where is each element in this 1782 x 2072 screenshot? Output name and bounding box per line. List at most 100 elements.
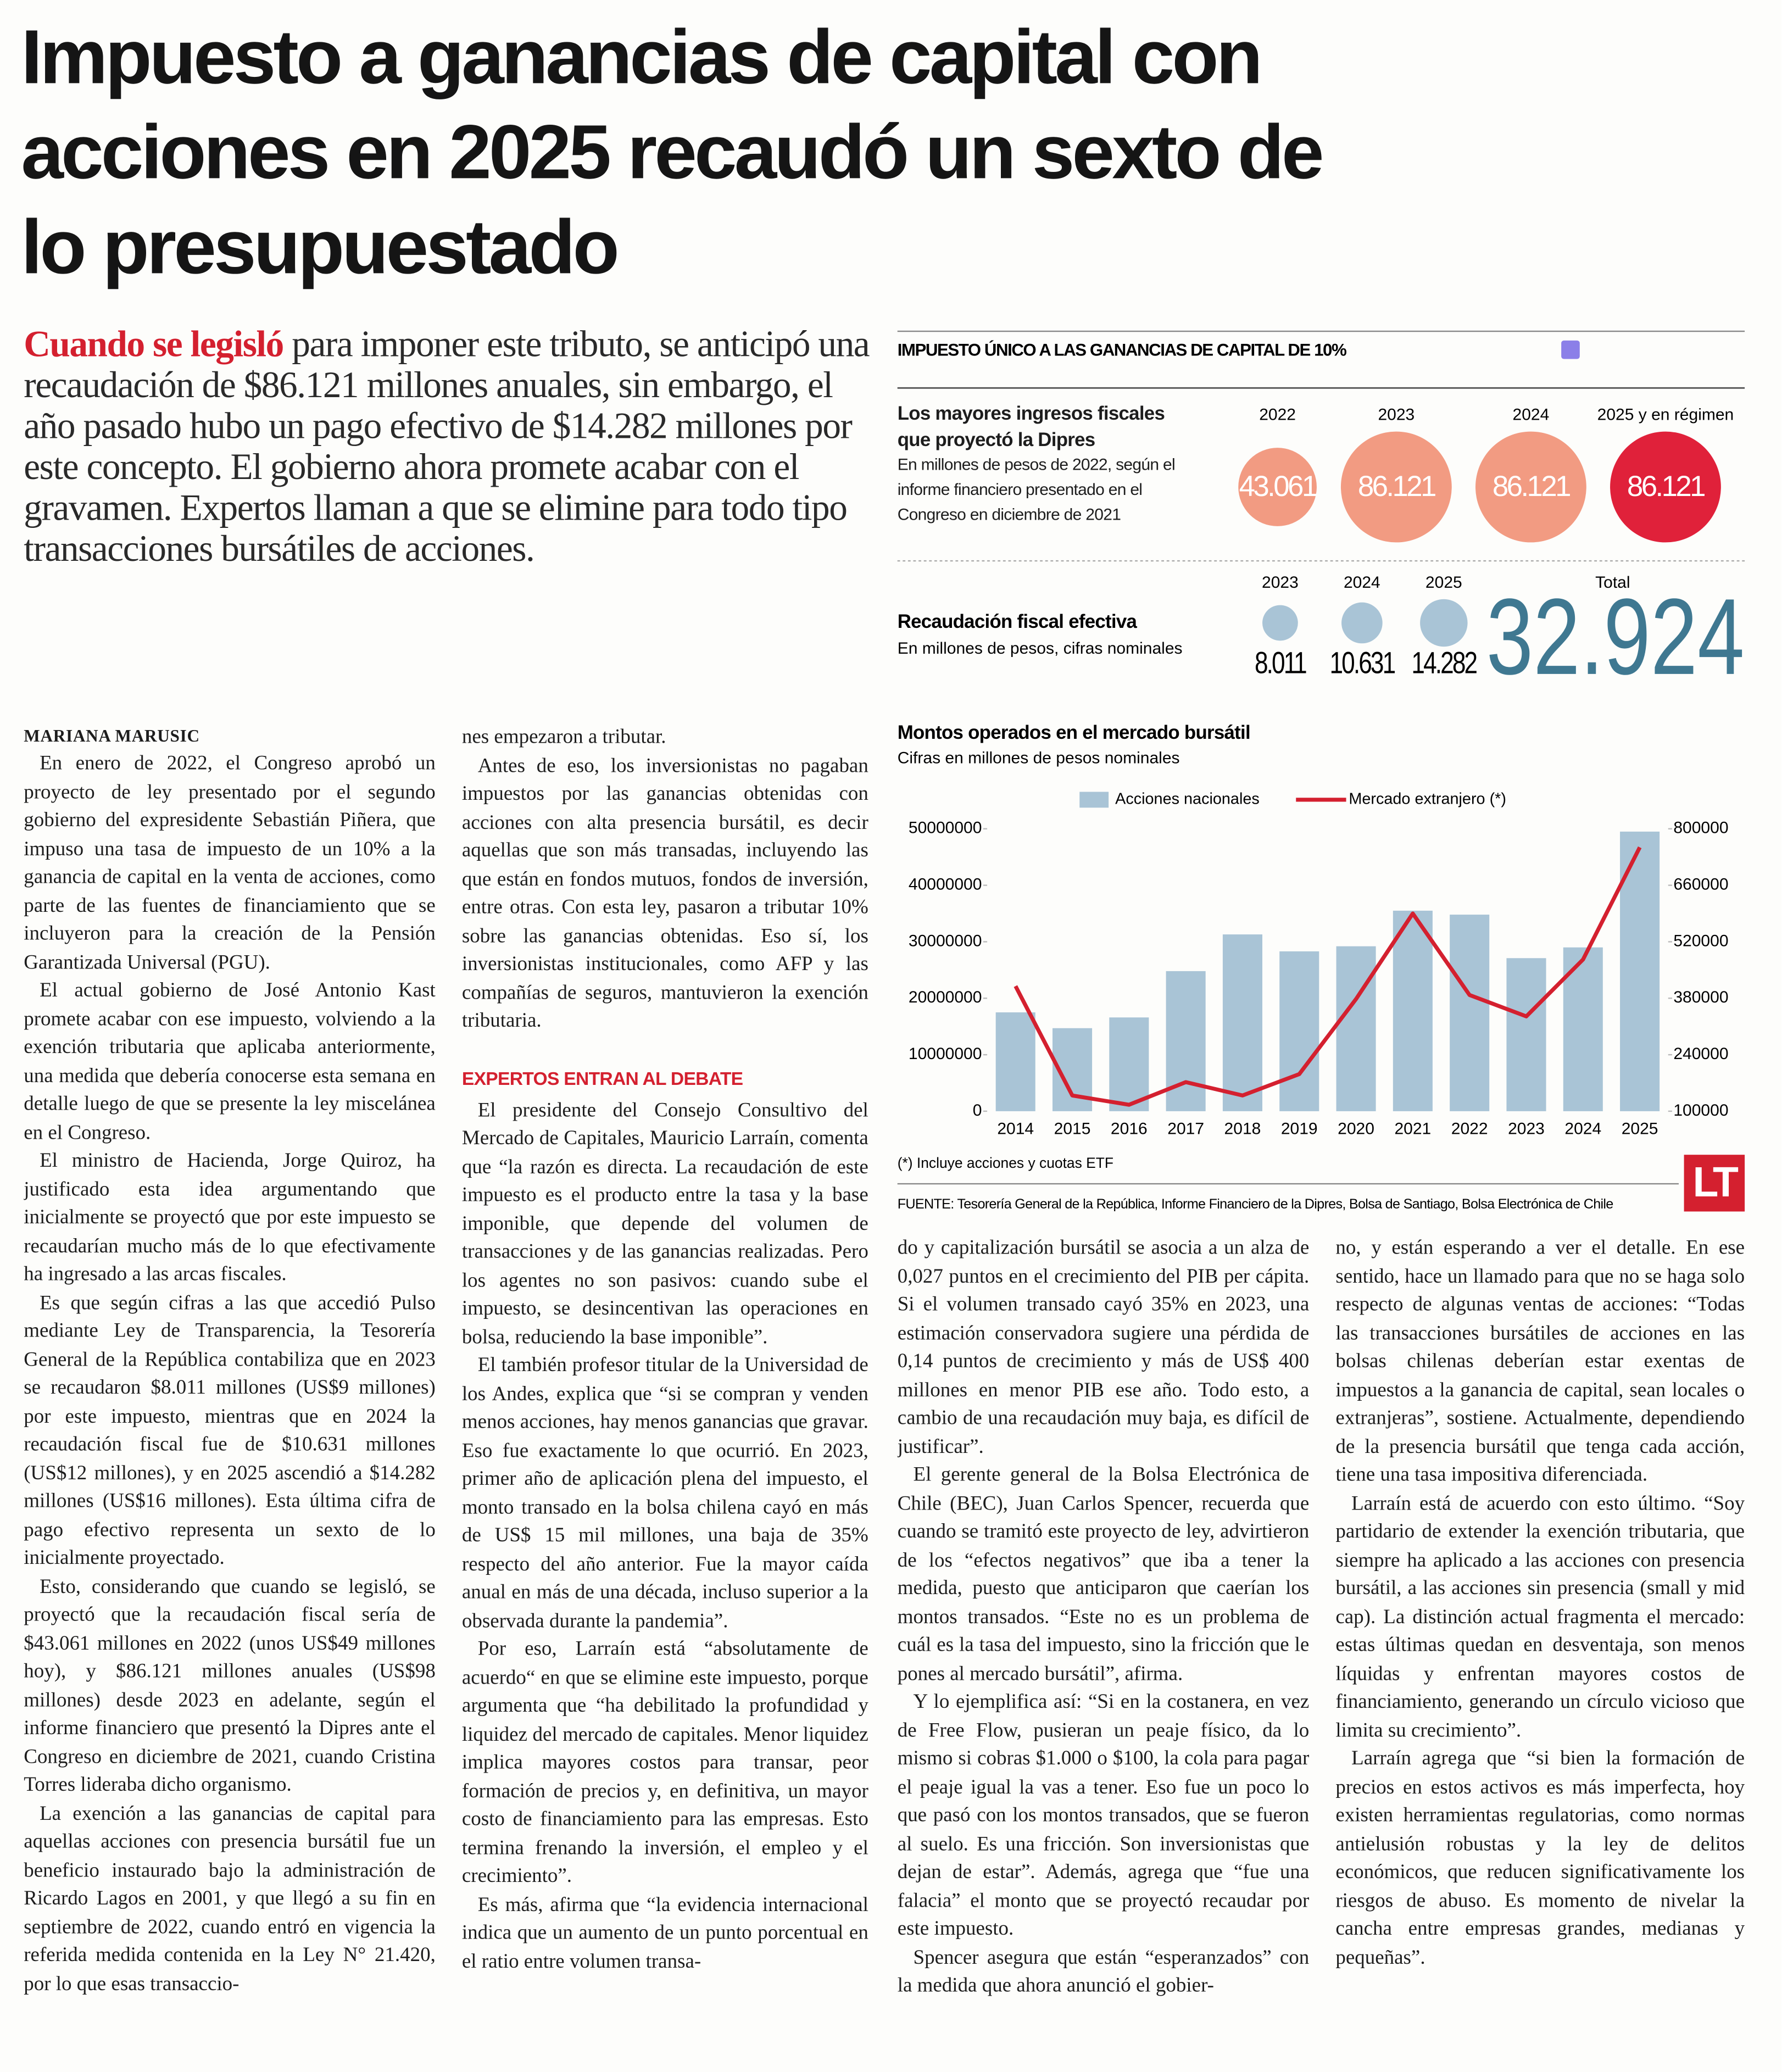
paragraph: Por eso, Larraín está “absolutamente de … [461,1637,868,1887]
bubble-label: 14.282 [1411,646,1477,680]
x-tick-label: 2024 [1564,1119,1601,1138]
paragraph: El gerente general de la Bolsa Electróni… [897,1463,1310,1685]
bar [1279,951,1319,1111]
projected-title: Los mayores ingresos fiscales que proyec… [897,404,1165,452]
paragraph: Antes de eso, los inversionistas no paga… [461,754,868,1032]
bar [1620,831,1660,1111]
chart-title: Montos operados en el mercado bursátil [898,722,1250,743]
y-tick-label: 20000000 [909,988,982,1006]
paragraph: Larraín está de acuerdo con esto último.… [1335,1492,1745,1742]
logo-box [1684,1155,1745,1212]
y2-tick-label: 800000 [1673,819,1728,837]
bubble [1341,602,1383,644]
x-tick-label: 2020 [1338,1119,1374,1138]
paragraph: El actual gobierno de José Antonio Kast … [24,979,436,1144]
x-tick-label: 2023 [1508,1119,1545,1138]
y2-tick-label: 380000 [1673,988,1728,1006]
paragraph: no, y están esperando a ver el detalle. … [1335,1236,1745,1486]
bar [1336,946,1376,1111]
x-tick-label: 2021 [1394,1119,1431,1138]
year-label: 2025 y en régimen [1597,406,1734,424]
x-tick-label: 2014 [997,1119,1034,1138]
bar [995,1012,1035,1111]
paragraph: Larraín agrega que “si bien la formación… [1335,1747,1745,1969]
bubble [1238,448,1317,526]
column: do y capitalización bursátil se asocia a… [898,1234,1310,2032]
bubble-label: 43.061 [1239,470,1317,503]
x-tick-label: 2019 [1281,1119,1318,1138]
y-tick-label: 0 [973,1101,982,1119]
infographic-header: IMPUESTO ÚNICO A LAS GANANCIAS DE CAPITA… [898,339,1346,359]
logo: LT [1693,1158,1739,1206]
icon [1561,340,1580,359]
effective-subtitle: En millones de pesos, cifras nominales [898,639,1183,658]
x-tick-label: 2015 [1054,1119,1091,1138]
headline: Impuesto a ganancias de capital con acci… [21,14,1324,291]
bar [1506,958,1546,1111]
x-tick-label: 2017 [1167,1119,1204,1138]
byline: MARIANA MARUSIC [24,726,200,746]
lede-text: para imponer este tributo, se anticipó u… [24,325,870,570]
bubble [1475,431,1586,543]
bubble-label: 8.011 [1255,646,1306,680]
chart-note: (*) Incluye acciones y cuotas ETF [898,1155,1113,1171]
x-tick-label: 2022 [1451,1119,1488,1138]
bubble-label: 86.121 [1358,470,1435,503]
year-label: 2023 [1378,406,1415,424]
x-tick-label: 2018 [1224,1119,1261,1138]
line [1013,846,1642,1107]
bar [1166,971,1206,1111]
infographic: IMPUESTO ÚNICO A LAS GANANCIAS DE CAPITA… [898,330,1745,1212]
bubble [1262,605,1298,641]
y-tick-label: 50000000 [909,819,982,837]
y2-tick-label: 100000 [1673,1101,1728,1119]
bubble [1340,431,1452,543]
year-label: 2024 [1513,406,1550,424]
effective-title: Recaudación fiscal efectiva [898,611,1138,632]
year-label: 2024 [1344,573,1380,592]
legend-label: Mercado extranjero (*) [1349,790,1506,808]
bar [1450,915,1490,1111]
bubble [1610,431,1721,543]
bar [1222,934,1262,1111]
paragraph: El ministro de Hacienda, Jorge Quiroz, h… [24,1149,436,1286]
paragraph: Es más, afirma que “la evidencia interna… [461,1893,868,1973]
paragraph: Es que según cifras a las que accedió Pu… [24,1291,436,1569]
projected-subtitle: En millones de pesos de 2022, según el i… [897,455,1176,524]
paragraph: En enero de 2022, el Congreso aprobó un … [24,752,436,973]
x-tick-label: 2025 [1622,1119,1658,1138]
paragraph: Spencer asegura que están “esperanzados”… [897,1946,1310,1997]
y2-tick-label: 240000 [1673,1045,1728,1063]
y2-tick-label: 660000 [1673,876,1728,894]
legend-swatch [1079,792,1109,808]
paragraph: El presidente del Consejo Consultivo del… [461,1099,868,1349]
paragraph: El también profesor titular de la Univer… [461,1354,868,1632]
y-tick-label: 10000000 [909,1045,982,1063]
paragraph: Y lo ejemplifica así: “Si en la costaner… [897,1690,1310,1940]
legend-label: Acciones nacionales [1115,790,1260,808]
subhead: EXPERTOS ENTRAN AL DEBATE [461,1067,743,1088]
y2-tick-label: 520000 [1673,932,1728,950]
chart-subtitle: Cifras en millones de pesos nominales [898,749,1180,767]
y-tick-label: 30000000 [909,932,982,950]
bubble [1420,599,1468,647]
year-label: 2022 [1259,406,1296,424]
total-label: Total [1595,573,1630,592]
bubble-label: 86.121 [1493,470,1570,503]
bar [1109,1017,1149,1111]
bubble-label: 86.121 [1627,470,1705,503]
paragraph: do y capitalización bursátil se asocia a… [897,1236,1310,1458]
source: FUENTE: Tesorería General de la Repúblic… [898,1196,1613,1212]
column: no, y están esperando a ver el detalle. … [1335,1234,1745,2032]
paragraph: nes empezaron a tributar. [461,726,666,749]
y-tick-label: 40000000 [909,876,982,894]
x-tick-label: 2016 [1111,1119,1148,1138]
bubble-label: 10.631 [1329,646,1395,680]
column: nes empezaron a tributar. Antes de eso, l… [462,723,868,2032]
total-value: 32.924 [1486,577,1745,698]
year-label: 2025 [1425,573,1462,592]
lede-highlight: Cuando se legisló [24,325,284,366]
bar [1393,910,1433,1111]
